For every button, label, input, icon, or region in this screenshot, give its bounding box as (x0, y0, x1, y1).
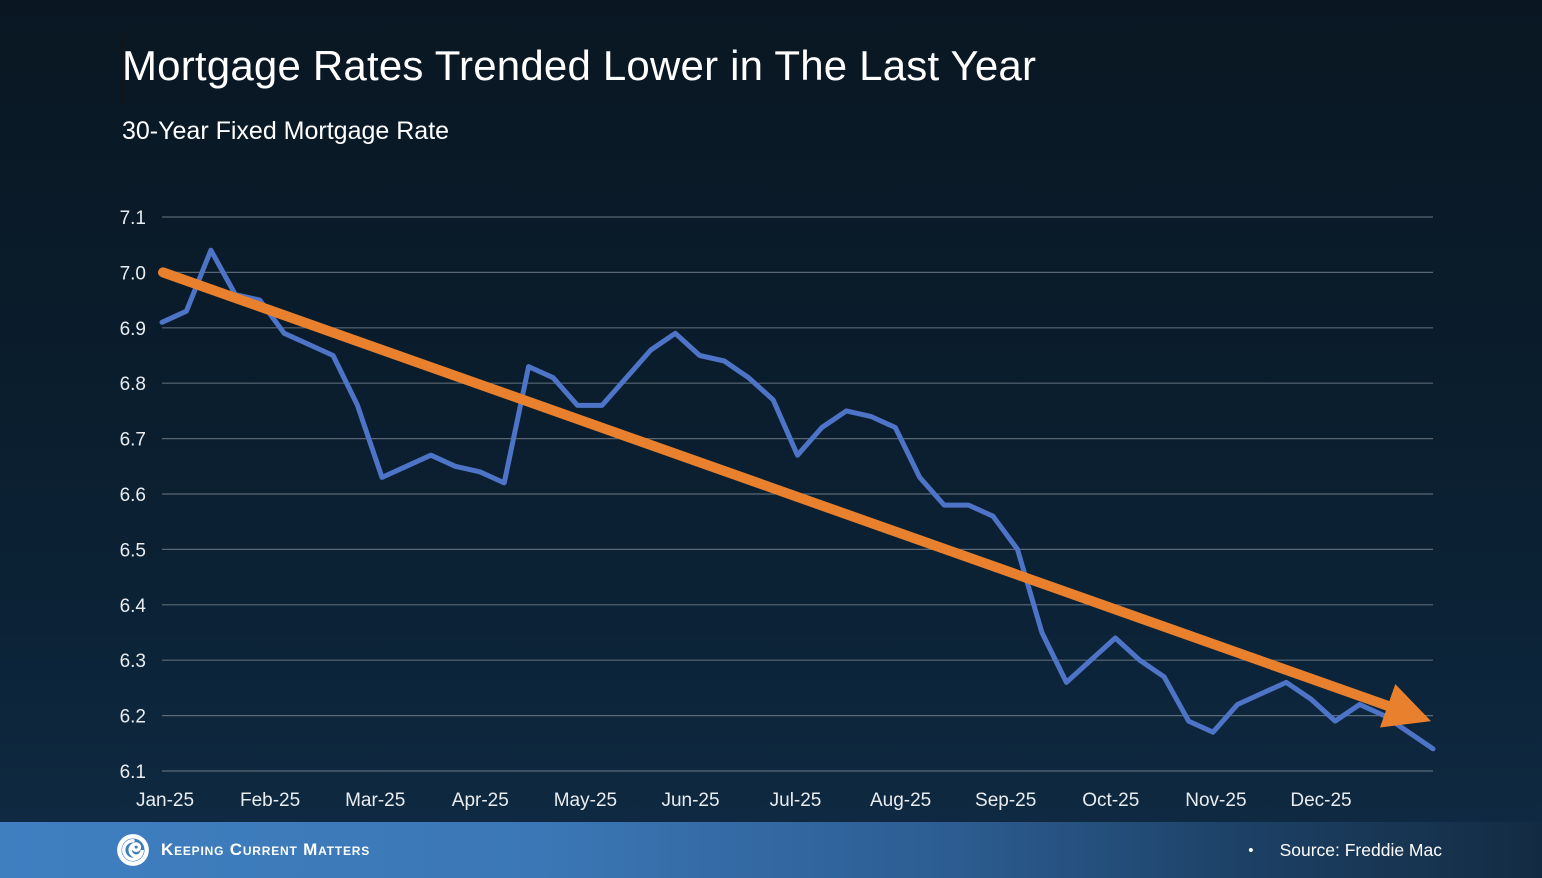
x-tick-label: Feb-25 (240, 790, 300, 811)
trend-arrow-shaft (158, 267, 1397, 713)
x-tick-label: Aug-25 (870, 790, 931, 811)
y-tick-label: 7.1 (120, 208, 146, 229)
kcm-swirl-logo-icon (117, 834, 149, 866)
source-bullet: • (1248, 841, 1254, 859)
trend-arrowhead-icon (1380, 684, 1431, 728)
trend-arrow (158, 267, 1431, 728)
y-tick-label: 6.7 (120, 430, 146, 451)
y-tick-label: 6.9 (120, 319, 146, 340)
x-tick-label: Nov-25 (1185, 790, 1246, 811)
x-tick-label: Sep-25 (975, 790, 1036, 811)
gridlines (162, 216, 1433, 772)
x-tick-label: May-25 (554, 790, 617, 811)
brand-name: Keeping Current Matters (161, 840, 371, 859)
y-tick-label: 6.3 (120, 651, 146, 672)
y-tick-label: 7.0 (120, 263, 146, 284)
y-tick-label: 6.1 (120, 762, 146, 783)
x-tick-label: Jul-25 (770, 790, 822, 811)
text-cursor (121, 34, 123, 104)
x-tick-label: Jan-25 (136, 790, 194, 811)
chart-subtitle: 30-Year Fixed Mortgage Rate (122, 117, 450, 145)
x-axis-labels: Jan-25 Feb-25 Mar-25 Apr-25 May-25 Jun-25 Jul-… (136, 790, 1352, 811)
x-tick-label: Jun-25 (661, 790, 719, 811)
y-tick-label: 6.4 (120, 596, 147, 617)
brand: Keeping Current Matters (116, 833, 370, 867)
slide-title: Mortgage Rates Trended Lower in The Last… (122, 42, 1037, 89)
x-tick-label: Mar-25 (345, 790, 405, 811)
source-text: Source: Freddie Mac (1279, 839, 1442, 860)
y-axis-labels: 7.1 7.0 6.9 6.8 6.7 6.6 6.5 6.4 6.3 6.2 6.1 (120, 208, 147, 783)
y-tick-label: 6.5 (120, 540, 146, 561)
x-tick-label: Oct-25 (1082, 790, 1139, 811)
footer-bar: Keeping Current Matters • Source: Freddi… (0, 822, 1542, 878)
rate-line-series (159, 247, 1436, 752)
x-tick-label: Apr-25 (452, 790, 509, 811)
y-tick-label: 6.6 (120, 485, 146, 506)
source-attribution: • Source: Freddie Mac (1248, 840, 1442, 861)
y-tick-label: 6.2 (120, 707, 146, 728)
y-tick-label: 6.8 (120, 374, 146, 395)
x-tick-label: Dec-25 (1290, 790, 1351, 811)
